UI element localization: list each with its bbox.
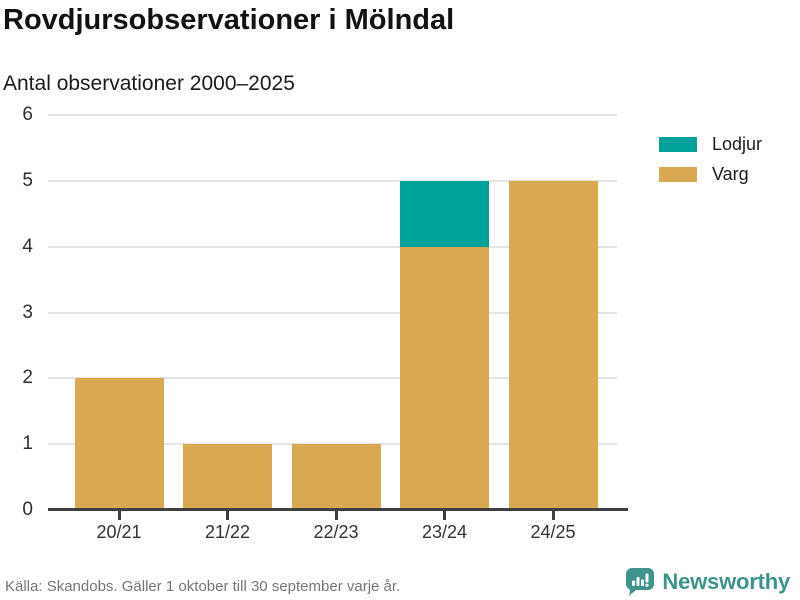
y-tick-label: 5	[22, 169, 33, 191]
newsworthy-brand-link[interactable]: Newsworthy	[626, 564, 790, 600]
chart-title: Rovdjursobservationer i Mölndal	[3, 4, 455, 36]
x-tick	[443, 511, 446, 520]
legend-swatch	[659, 136, 697, 152]
bar-segment-lodjur-23/24	[400, 180, 489, 247]
x-tick-label: 21/22	[204, 522, 251, 542]
legend-item-lodjur: Lodjur	[659, 135, 762, 153]
bar-segment-varg-22/23	[291, 444, 381, 510]
y-axis: 0 1 2 3 4 5 6	[0, 104, 38, 520]
gridline	[48, 245, 617, 248]
y-tick-label: 3	[22, 301, 33, 323]
x-axis: 20/21 21/22 22/23 23/24 24/25	[48, 511, 617, 561]
bar-segment-varg-21/22	[183, 444, 272, 510]
y-tick-label: 1	[22, 433, 33, 455]
y-tick-label: 4	[22, 235, 33, 257]
x-tick-label: 20/21	[96, 522, 142, 542]
x-tick	[551, 511, 555, 520]
gridline	[48, 311, 617, 314]
brand-name: Newsworthy	[662, 569, 790, 594]
x-tick-label: 24/25	[530, 522, 576, 542]
plot-area	[48, 114, 617, 510]
x-tick	[117, 511, 121, 520]
legend-item-varg: Varg	[659, 165, 762, 183]
y-tick-label: 0	[22, 499, 33, 520]
y-tick-label: 6	[22, 104, 33, 125]
legend: Lodjur Varg	[659, 135, 762, 195]
legend-label: Varg	[712, 164, 749, 184]
x-tick	[334, 511, 338, 520]
gridline	[48, 377, 617, 380]
gridline	[48, 179, 617, 182]
x-tick	[226, 511, 229, 520]
bar-segment-varg-23/24	[400, 246, 489, 510]
y-tick-label: 2	[22, 367, 33, 389]
bar-segment-varg-24/25	[508, 180, 598, 510]
chart-subtitle: Antal observationer 2000–2025	[3, 72, 295, 95]
source-note: Källa: Skandobs. Gäller 1 oktober till 3…	[5, 578, 401, 595]
legend-label: Lodjur	[712, 134, 763, 154]
bar-segment-varg-20/21	[74, 378, 164, 510]
legend-swatch	[659, 166, 697, 182]
x-axis-line	[48, 508, 628, 511]
newsworthy-logo-icon	[626, 567, 655, 597]
x-tick-label: 22/23	[313, 522, 359, 542]
gridline	[48, 114, 617, 116]
gridline	[48, 443, 617, 446]
x-tick-label: 23/24	[421, 522, 468, 542]
